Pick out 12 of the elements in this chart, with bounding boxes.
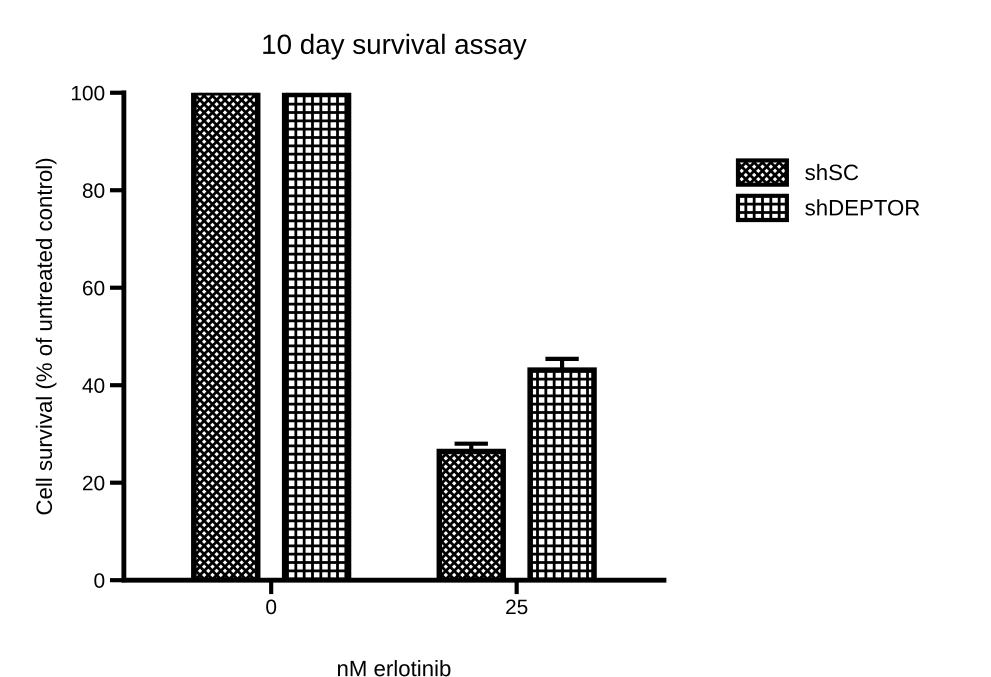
x-tick-label: 25 <box>506 599 528 614</box>
y-tick-label: 60 <box>83 280 104 296</box>
x-axis-title: nM erlotinib <box>338 660 450 676</box>
legend-label: shDEPTOR <box>805 199 920 216</box>
y-tick-label: 100 <box>72 86 104 101</box>
y-tick-label: 0 <box>94 573 104 588</box>
y-tick-label: 80 <box>82 183 104 198</box>
y-tick-label: 40 <box>82 378 104 393</box>
chart-title: 10 day survival assay <box>263 34 527 60</box>
y-axis-title: Cell survival (% of untreated control) <box>36 158 56 514</box>
legend-label: shSC <box>805 164 858 180</box>
y-tick-label: 20 <box>83 476 104 490</box>
